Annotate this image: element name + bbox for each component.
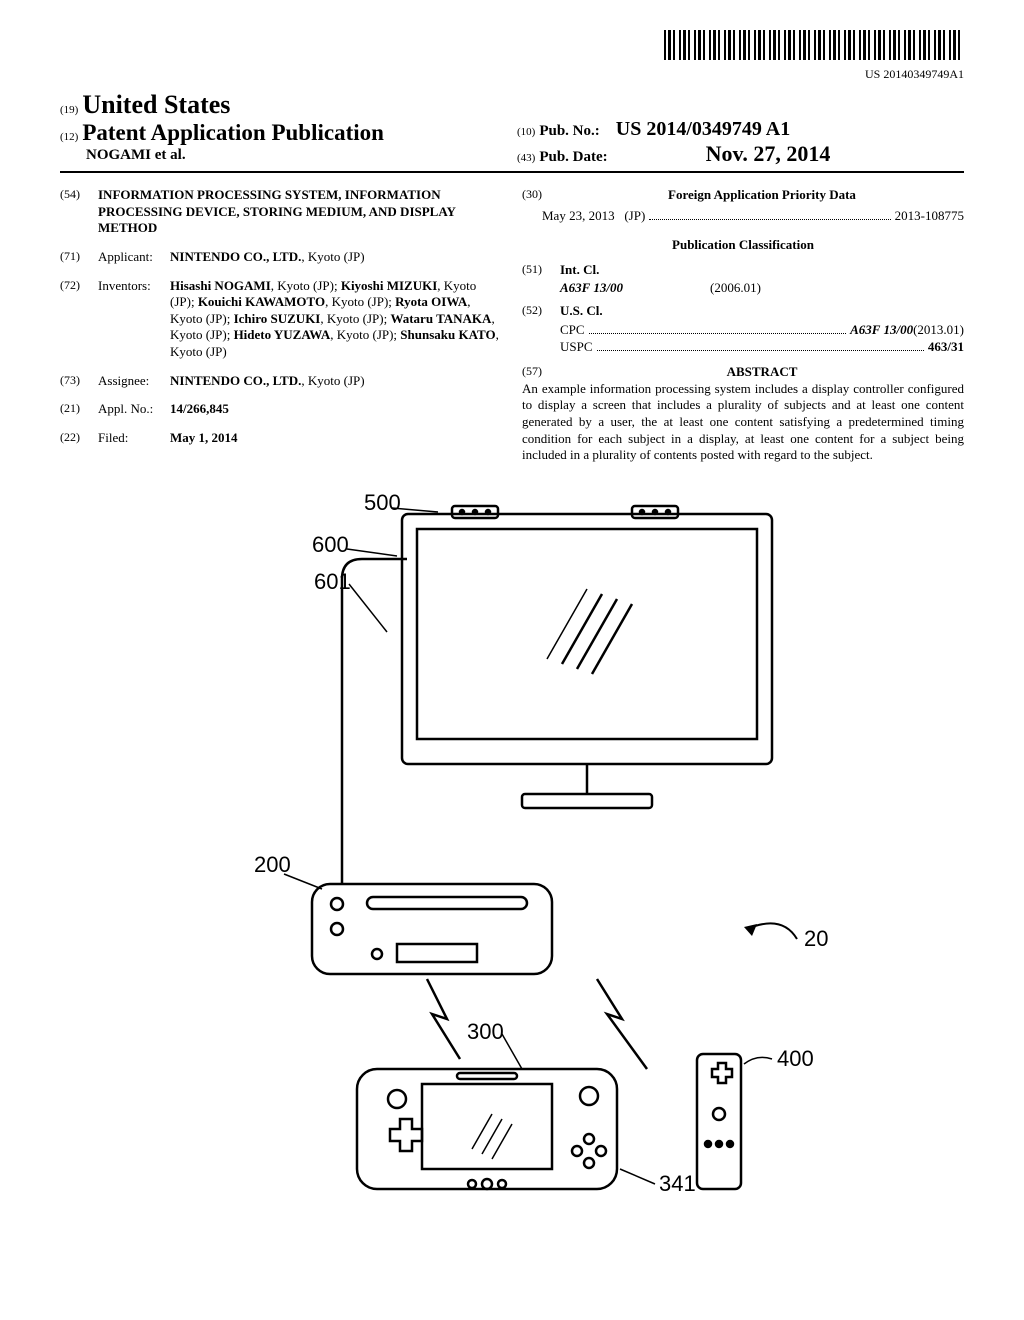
uspc-value: 463/31	[928, 339, 964, 356]
priority-date: May 23, 2013	[542, 208, 615, 225]
pubdate-label: Pub. Date:	[539, 149, 607, 165]
fig-label-601: 601	[314, 569, 351, 594]
applno-label: Appl. No.:	[98, 401, 170, 418]
uspc-label: USPC	[560, 339, 593, 356]
application-number: 14/266,845	[170, 401, 502, 418]
code-21: (21)	[60, 401, 98, 418]
fig-label-200: 200	[254, 852, 291, 877]
applicant-loc: , Kyoto (JP)	[301, 249, 364, 264]
code-30: (30)	[522, 187, 560, 204]
publication-date: Nov. 27, 2014	[706, 141, 831, 166]
code-10: (10)	[517, 126, 535, 138]
assignee-loc: , Kyoto (JP)	[301, 373, 364, 388]
code-51: (51)	[522, 262, 560, 279]
inventors-list: Hisashi NOGAMI, Kyoto (JP); Kiyoshi MIZU…	[170, 278, 502, 361]
left-column: (54) INFORMATION PROCESSING SYSTEM, INFO…	[60, 187, 502, 464]
code-72: (72)	[60, 278, 98, 361]
cpc-label: CPC	[560, 322, 585, 339]
abstract-heading: ABSTRACT	[560, 364, 964, 381]
code-57: (57)	[522, 364, 560, 381]
intcl-label: Int. Cl.	[560, 262, 964, 279]
inventors-label: Inventors:	[98, 278, 170, 361]
fig-label-20: 20	[804, 926, 828, 951]
fig-label-600: 600	[312, 532, 349, 557]
fig-label-400: 400	[777, 1046, 814, 1071]
patent-figure: 500 600 601 200 20 300 341 400	[60, 484, 964, 1209]
code-54: (54)	[60, 187, 98, 237]
abstract-text: An example information processing system…	[522, 381, 964, 464]
authors-line: NOGAMI et al.	[86, 147, 186, 163]
code-19: (19)	[60, 104, 78, 116]
code-22: (22)	[60, 430, 98, 447]
publication-number: US 2014/0349749 A1	[616, 118, 790, 140]
barcode-icon	[664, 30, 964, 60]
applicant-label: Applicant:	[98, 249, 170, 266]
cpc-value-date: (2013.01)	[913, 322, 964, 339]
assignee-label: Assignee:	[98, 373, 170, 390]
foreign-priority-heading: Foreign Application Priority Data	[560, 187, 964, 204]
classification-heading: Publication Classification	[522, 237, 964, 254]
dot-leader-icon	[597, 339, 924, 352]
patent-header: (19) United States (12) Patent Applicati…	[60, 90, 964, 173]
filed-label: Filed:	[98, 430, 170, 447]
assignee-name: NINTENDO CO., LTD.	[170, 373, 301, 388]
code-43: (43)	[517, 152, 535, 164]
code-12: (12)	[60, 131, 78, 143]
dot-leader-icon	[649, 208, 890, 221]
filed-date: May 1, 2014	[170, 430, 502, 447]
fig-label-500: 500	[364, 490, 401, 515]
intcl-date: (2006.01)	[710, 280, 761, 297]
barcode-number: US 20140349749A1	[60, 67, 964, 82]
figure-svg: 500 600 601 200 20 300 341 400	[192, 484, 832, 1204]
fig-label-300: 300	[467, 1019, 504, 1044]
pubno-label: Pub. No.:	[539, 123, 599, 139]
cpc-value: A63F 13/00	[850, 322, 913, 339]
right-column: (30) Foreign Application Priority Data M…	[522, 187, 964, 464]
priority-country: (JP)	[624, 208, 645, 225]
code-52: (52)	[522, 303, 560, 320]
priority-number: 2013-108775	[895, 208, 964, 225]
applicant-name: NINTENDO CO., LTD.	[170, 249, 301, 264]
invention-title: INFORMATION PROCESSING SYSTEM, INFORMATI…	[98, 187, 502, 237]
publication-type: Patent Application Publication	[82, 120, 384, 145]
code-73: (73)	[60, 373, 98, 390]
barcode-block: US 20140349749A1	[60, 30, 964, 82]
code-71: (71)	[60, 249, 98, 266]
country-name: United States	[82, 90, 230, 119]
dot-leader-icon	[589, 321, 847, 334]
intcl-code: A63F 13/00	[560, 280, 710, 297]
fig-label-341: 341	[659, 1171, 696, 1196]
uscl-label: U.S. Cl.	[560, 303, 964, 320]
